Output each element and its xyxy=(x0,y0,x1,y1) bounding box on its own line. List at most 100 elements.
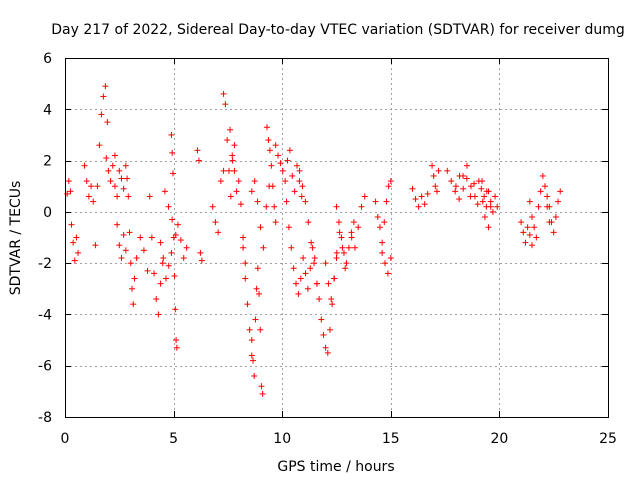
data-point xyxy=(263,124,270,131)
data-point xyxy=(302,270,309,277)
data-point xyxy=(284,157,291,164)
data-point xyxy=(153,296,160,303)
data-point xyxy=(229,157,236,164)
data-point xyxy=(311,260,318,267)
data-point xyxy=(435,167,442,174)
data-point xyxy=(350,219,357,226)
data-point xyxy=(322,344,329,351)
data-point xyxy=(342,265,349,272)
data-point xyxy=(542,183,549,190)
data-point xyxy=(258,383,265,390)
data-point xyxy=(433,188,440,195)
data-point xyxy=(379,239,386,246)
data-point xyxy=(289,172,296,179)
data-point xyxy=(338,234,345,241)
data-point xyxy=(531,224,538,231)
data-point xyxy=(309,244,316,251)
data-point xyxy=(177,237,184,244)
data-point xyxy=(526,198,533,205)
data-point xyxy=(231,167,238,174)
data-point xyxy=(160,255,167,262)
y-tick-label: 4 xyxy=(43,102,52,118)
data-point xyxy=(483,203,490,210)
data-point xyxy=(533,234,540,241)
data-point xyxy=(409,185,416,192)
data-point xyxy=(140,247,147,254)
data-point xyxy=(246,326,253,333)
data-point xyxy=(326,326,333,333)
data-point xyxy=(173,337,180,344)
y-tick-label: -4 xyxy=(38,307,52,323)
data-point xyxy=(215,229,222,236)
data-point xyxy=(283,198,290,205)
data-point xyxy=(174,221,181,228)
data-point xyxy=(68,221,75,228)
data-point xyxy=(522,239,529,246)
x-tick-label: 20 xyxy=(490,431,508,447)
data-point xyxy=(535,203,542,210)
data-point xyxy=(526,231,533,238)
data-point xyxy=(299,183,306,190)
data-point xyxy=(224,137,231,144)
data-point xyxy=(118,175,125,182)
data-point xyxy=(384,270,391,277)
data-point xyxy=(444,167,451,174)
data-point xyxy=(92,242,99,249)
data-point xyxy=(333,255,340,262)
data-point xyxy=(124,175,131,182)
data-point xyxy=(265,137,272,144)
data-point xyxy=(161,188,168,195)
data-point xyxy=(348,234,355,241)
x-tick-label: 5 xyxy=(169,431,178,447)
data-point xyxy=(544,193,551,200)
data-point xyxy=(296,178,303,185)
data-point xyxy=(197,249,204,256)
data-point xyxy=(75,249,82,256)
data-point xyxy=(372,198,379,205)
data-point xyxy=(266,147,273,154)
y-tick-label: 2 xyxy=(43,154,52,170)
data-point xyxy=(296,167,303,174)
data-point xyxy=(220,167,227,174)
data-point xyxy=(105,167,112,174)
data-point xyxy=(463,175,470,182)
data-point xyxy=(518,219,525,226)
data-point xyxy=(329,301,336,308)
data-point xyxy=(195,157,202,164)
data-point xyxy=(100,93,107,100)
data-point xyxy=(240,244,247,251)
data-point xyxy=(295,290,302,297)
data-point xyxy=(114,193,121,200)
data-point xyxy=(220,90,227,97)
data-point xyxy=(424,190,431,197)
data-point xyxy=(122,162,129,169)
data-point xyxy=(479,198,486,205)
data-point xyxy=(126,229,133,236)
data-point xyxy=(88,183,95,190)
data-point xyxy=(382,260,389,267)
data-point xyxy=(159,260,166,267)
data-point xyxy=(539,172,546,179)
data-point xyxy=(240,234,247,241)
data-point xyxy=(288,244,295,251)
data-point xyxy=(277,160,284,167)
data-point xyxy=(90,198,97,205)
data-point xyxy=(96,142,103,149)
x-tick-label: 25 xyxy=(599,431,617,447)
data-point xyxy=(333,203,340,210)
data-point xyxy=(528,213,535,220)
data-point xyxy=(169,216,176,223)
y-tick-label: 6 xyxy=(43,51,52,67)
data-point xyxy=(387,178,394,185)
data-point xyxy=(229,152,236,159)
data-point xyxy=(272,219,279,226)
data-point xyxy=(293,280,300,287)
data-point xyxy=(253,285,260,292)
data-point xyxy=(209,203,216,210)
data-point xyxy=(474,201,481,208)
data-point xyxy=(324,349,331,356)
data-point xyxy=(116,167,123,174)
data-point xyxy=(242,260,249,267)
data-point xyxy=(251,178,258,185)
data-point xyxy=(335,219,342,226)
